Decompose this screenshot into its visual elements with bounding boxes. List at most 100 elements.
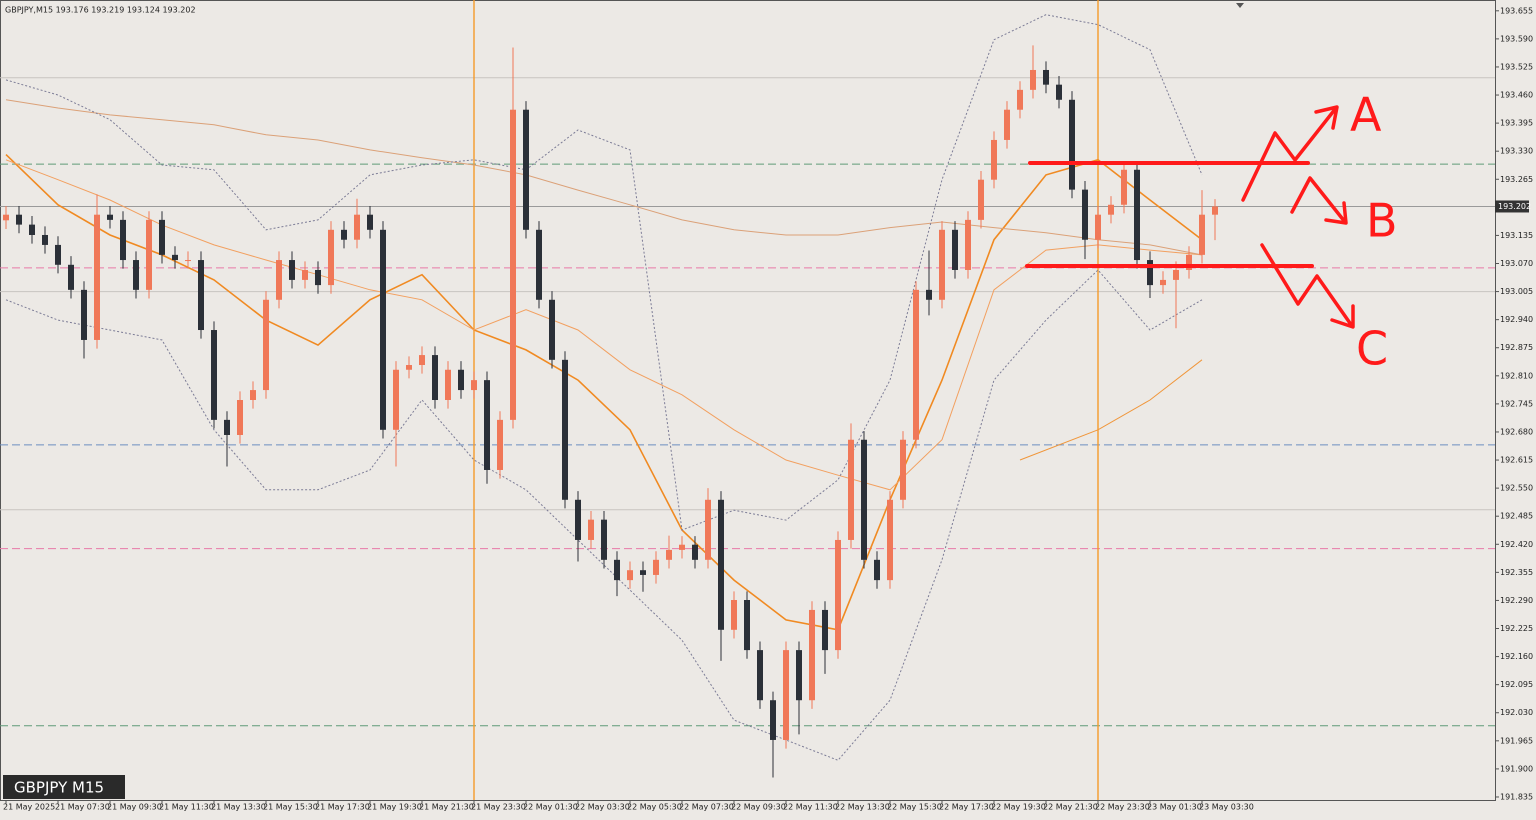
candle-body	[692, 544, 698, 560]
candle-body	[783, 650, 789, 740]
y-tick-label: 192.420	[1500, 540, 1533, 549]
price-tag	[1495, 200, 1529, 213]
candle-body	[926, 289, 932, 300]
candle-body	[1212, 206, 1218, 215]
x-tick-label: 22 May 15:30	[887, 803, 942, 812]
candle-body	[224, 419, 230, 435]
candle-body	[562, 359, 568, 500]
candle-body	[198, 260, 204, 331]
candle-body	[1017, 89, 1023, 110]
candle-body	[81, 289, 87, 340]
y-tick-label: 192.290	[1500, 596, 1533, 605]
candle-body	[159, 219, 165, 255]
x-tick-label: 21 May 23:30	[471, 803, 526, 812]
candle-body	[55, 244, 61, 265]
candle-body	[731, 600, 737, 630]
indicator-line	[5, 14, 1203, 531]
x-tick-label: 21 May 07:30	[55, 803, 110, 812]
price-tag-label: 193.202	[1498, 202, 1531, 211]
symbol-box	[3, 775, 125, 799]
candle-body	[744, 600, 750, 651]
x-tick-label: 22 May 09:30	[731, 803, 786, 812]
annotation-label: C	[1356, 322, 1388, 376]
arrow-b	[1290, 176, 1348, 225]
x-tick-label: 22 May 21:30	[1043, 803, 1098, 812]
candle-body	[536, 229, 542, 300]
candle-body	[770, 700, 776, 740]
x-tick-label: 21 May 17:30	[315, 803, 370, 812]
candle-body	[575, 499, 581, 540]
candle-body	[614, 559, 620, 581]
candle-body	[1056, 84, 1062, 100]
x-tick-label: 21 May 09:30	[107, 803, 162, 812]
indicator-line	[1019, 359, 1203, 461]
indicator-line	[5, 159, 1203, 491]
candle-body	[1186, 254, 1192, 270]
candle-body	[94, 214, 100, 340]
candle-body	[939, 229, 945, 300]
x-tick-label: 21 May 2025	[3, 803, 55, 812]
x-tick-label: 21 May 15:30	[263, 803, 318, 812]
candle-body	[497, 419, 503, 470]
candle-body	[1082, 189, 1088, 240]
candle-body	[107, 214, 113, 220]
candle-body	[328, 229, 334, 286]
candle-body	[653, 559, 659, 575]
candle-body	[237, 400, 243, 435]
candle-body	[848, 439, 854, 540]
candle-body	[16, 214, 22, 225]
candle-body	[978, 179, 984, 220]
candle-body	[1134, 169, 1140, 261]
y-tick-label: 193.330	[1500, 147, 1533, 156]
x-tick-label: 22 May 01:30	[523, 803, 578, 812]
candle-body	[1004, 109, 1010, 140]
x-tick-label: 22 May 07:30	[679, 803, 734, 812]
candle-body	[354, 214, 360, 240]
y-tick-label: 193.135	[1500, 231, 1533, 240]
x-tick-label: 22 May 13:30	[835, 803, 890, 812]
candle-body	[146, 219, 152, 290]
x-tick-label: 23 May 03:30	[1199, 803, 1254, 812]
candle-body	[510, 109, 516, 420]
y-tick-label: 192.355	[1500, 568, 1533, 577]
indicator-line	[5, 269, 1203, 761]
candle-body	[1108, 204, 1114, 215]
y-tick-label: 192.875	[1500, 343, 1533, 352]
y-tick-label: 192.615	[1500, 456, 1533, 465]
candle-body	[185, 260, 191, 262]
candle-body	[627, 570, 633, 581]
y-tick-label: 193.525	[1500, 62, 1533, 71]
candle-body	[1043, 69, 1049, 85]
candle-body	[419, 355, 425, 366]
symbol-label: GBPJPY M15	[14, 779, 104, 797]
candle-body	[42, 234, 48, 245]
x-tick-label: 21 May 19:30	[367, 803, 422, 812]
candle-body	[601, 519, 607, 560]
y-tick-label: 192.225	[1500, 624, 1533, 633]
candle-body	[250, 390, 256, 400]
candle-body	[757, 650, 763, 701]
y-tick-label: 192.680	[1500, 427, 1533, 436]
candle-body	[341, 229, 347, 240]
candle-body	[1121, 169, 1127, 205]
candle-body	[705, 499, 711, 560]
y-tick-label: 192.550	[1500, 484, 1533, 493]
candle-body	[965, 219, 971, 270]
indicator-line	[5, 99, 1203, 256]
candle-body	[718, 499, 724, 630]
candle-body	[1199, 214, 1205, 255]
candle-body	[276, 260, 282, 300]
candle-body	[1147, 260, 1153, 286]
candle-body	[29, 224, 35, 235]
x-tick-label: 23 May 01:30	[1147, 803, 1202, 812]
candle-body	[172, 254, 178, 261]
candle-body	[1173, 269, 1179, 280]
candle-body	[640, 570, 646, 575]
annotations	[1025, 105, 1355, 329]
candle-body	[1069, 99, 1075, 190]
y-tick-label: 191.965	[1500, 736, 1533, 745]
candle-body	[133, 260, 139, 290]
candle-body	[523, 109, 529, 230]
candle-body	[1030, 69, 1036, 90]
